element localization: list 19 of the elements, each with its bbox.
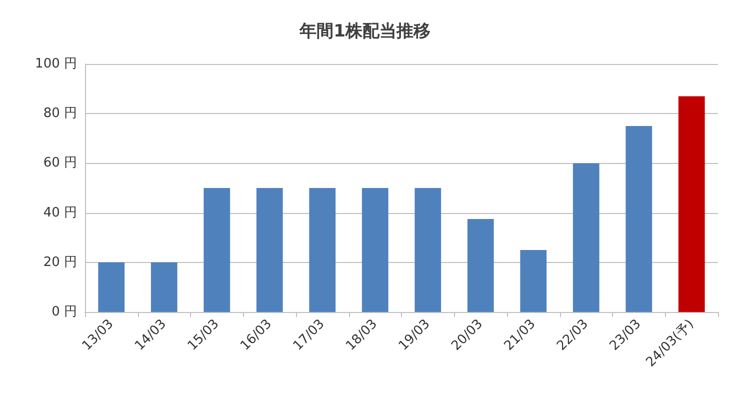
bar — [204, 188, 230, 312]
bar — [362, 188, 388, 312]
y-tick-label: 60 円 — [43, 156, 77, 171]
chart-title: 年間1株配当推移 — [298, 22, 430, 42]
y-tick-label: 40 円 — [43, 205, 77, 220]
bar — [98, 262, 125, 312]
bar — [309, 188, 336, 312]
y-tick-label: 0 円 — [52, 304, 77, 320]
bar — [150, 262, 178, 312]
bar — [256, 188, 283, 312]
y-tick-label: 20 円 — [43, 254, 77, 270]
bar — [414, 188, 442, 312]
y-tick-label: 100 円 — [35, 56, 77, 72]
bar — [520, 250, 547, 312]
bar — [626, 126, 652, 312]
bar — [678, 96, 705, 312]
bar — [467, 219, 494, 312]
bar — [572, 163, 600, 312]
y-tick-label: 80 円 — [43, 106, 77, 122]
